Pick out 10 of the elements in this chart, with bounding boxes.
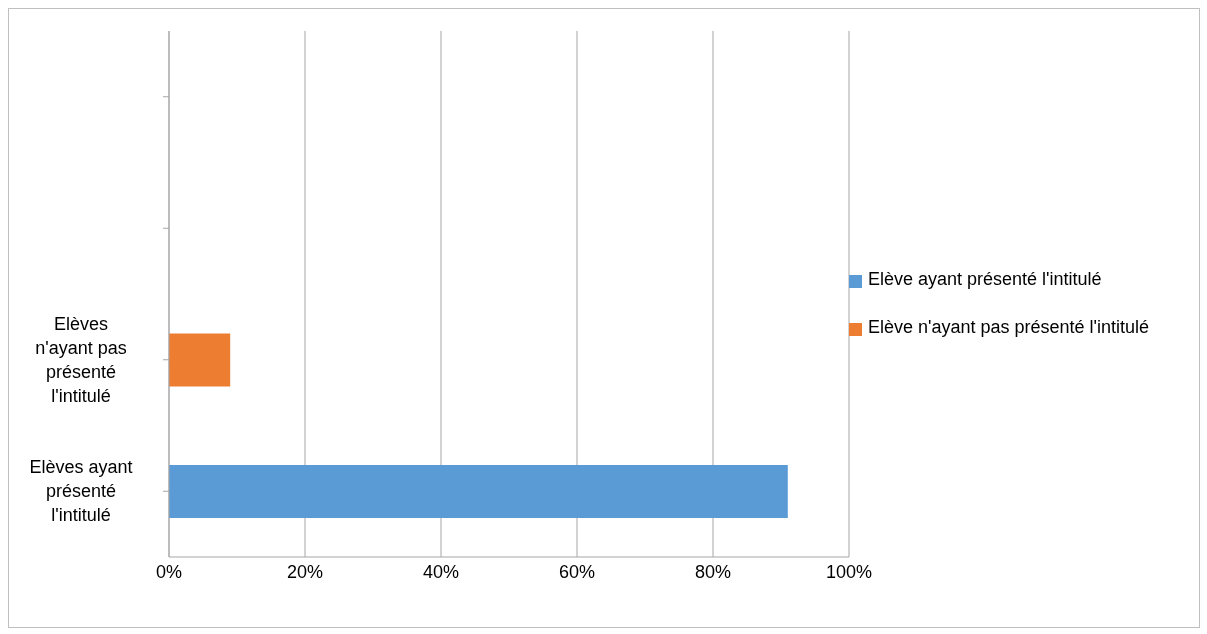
x-tick-label: 100% bbox=[825, 561, 873, 582]
x-tick-label: 0% bbox=[155, 561, 183, 582]
x-tick-label: 20% bbox=[286, 561, 324, 582]
x-tick-label: 80% bbox=[694, 561, 732, 582]
legend-label: Elève n'ayant pas présenté l'intitulé bbox=[868, 316, 1150, 339]
y-tick-label: Elèves ayant présenté l'intitulé bbox=[29, 457, 133, 526]
legend-label: Elève ayant présenté l'intitulé bbox=[868, 268, 1102, 291]
x-tick-label: 60% bbox=[558, 561, 596, 582]
x-tick-label: 40% bbox=[422, 561, 460, 582]
y-tick-label: Elèves n'ayant pas présenté l'intitulé bbox=[35, 313, 127, 406]
